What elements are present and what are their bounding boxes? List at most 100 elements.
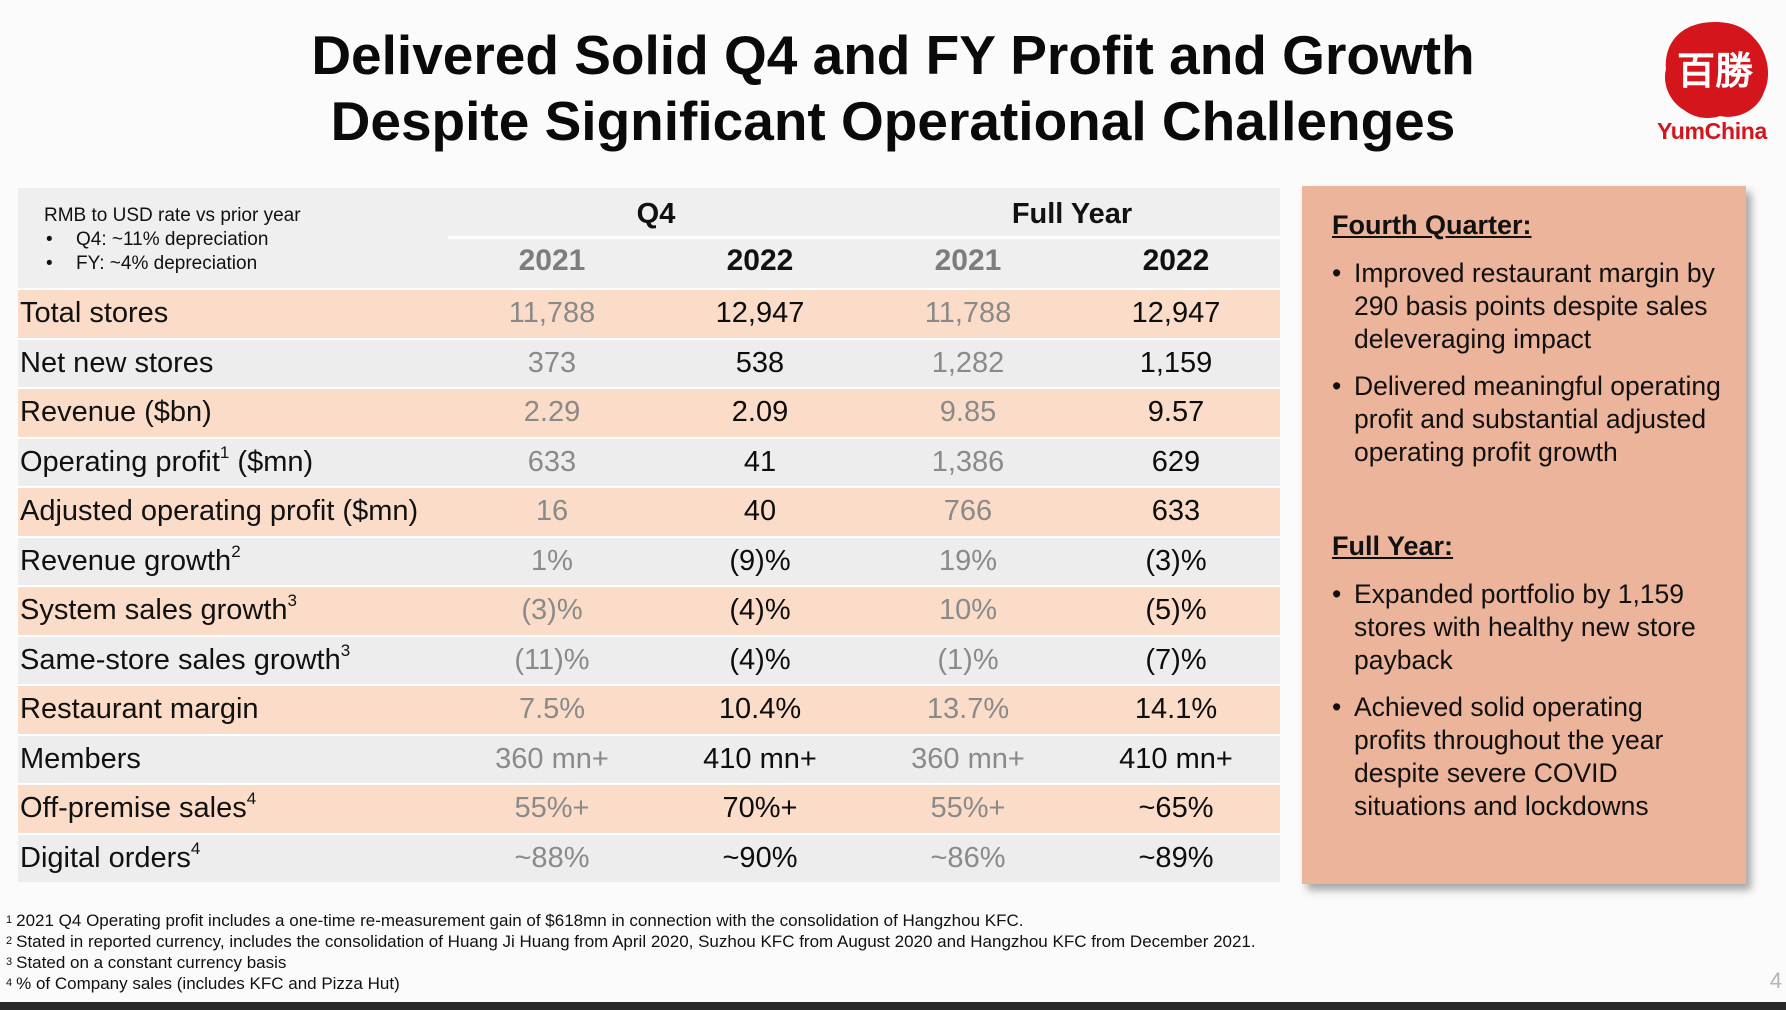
- table-cell: 10%: [938, 594, 998, 627]
- row-label: Digital orders4: [20, 838, 201, 874]
- title-line-1: Delivered Solid Q4 and FY Profit and Gro…: [311, 24, 1475, 86]
- metrics-table: RMB to USD rate vs prior year • Q4: ~11% …: [18, 188, 1280, 882]
- table-cell: 12,947: [715, 297, 805, 330]
- table-row: System sales growth3 (3)% (4)% 10% (5)%: [18, 585, 1280, 635]
- table-header: RMB to USD rate vs prior year • Q4: ~11% …: [18, 188, 1280, 288]
- fy-bullets: • Expanded portfolio by 1,159 stores with…: [1332, 578, 1722, 823]
- table-cell: 10.4%: [718, 693, 802, 726]
- table-cell: 70%+: [722, 792, 798, 825]
- q4-heading: Fourth Quarter:: [1332, 210, 1532, 240]
- table-cell: 629: [1151, 445, 1201, 478]
- table-row: Restaurant margin 7.5% 10.4% 13.7% 14.1%: [18, 684, 1280, 734]
- rate-note: RMB to USD rate vs prior year • Q4: ~11% …: [44, 204, 301, 276]
- table-cell: 55%+: [930, 792, 1006, 825]
- table-cell: 11,788: [508, 297, 596, 330]
- footnote: 3 Stated on a constant currency basis: [6, 953, 287, 972]
- table-cell: (4)%: [729, 594, 791, 627]
- table-row: Operating profit1 ($mn) 633 41 1,386 629: [18, 436, 1280, 486]
- table-cell: (1)%: [937, 643, 999, 676]
- table-cell: 40: [743, 495, 777, 528]
- table-cell: 14.1%: [1134, 693, 1218, 726]
- table-cell: ~65%: [1138, 792, 1214, 825]
- table-cell: 410 mn+: [1119, 742, 1233, 775]
- table-cell: (3)%: [1145, 544, 1207, 577]
- table-cell: 410 mn+: [703, 742, 817, 775]
- rate-note-heading: RMB to USD rate vs prior year: [44, 205, 301, 226]
- year-header: 2022: [1142, 244, 1210, 277]
- table-cell: ~90%: [722, 841, 798, 874]
- footnotes: 1 2021 Q4 Operating profit includes a one…: [6, 910, 1256, 994]
- row-label: Restaurant margin: [20, 693, 259, 726]
- table-row: Revenue growth2 1% (9)% 19% (3)%: [18, 535, 1280, 585]
- bottom-bar: [0, 1002, 1786, 1010]
- page-number: 4: [1769, 968, 1782, 993]
- table-row: Net new stores 373 538 1,282 1,159: [18, 337, 1280, 387]
- table-cell: ~89%: [1138, 841, 1214, 874]
- row-label: Same-store sales growth3: [20, 640, 351, 676]
- summary-panel: Fourth Quarter: • Improved restaurant mar…: [1302, 186, 1746, 884]
- table-cell: 2.09: [731, 396, 789, 429]
- fy-bullet: • Expanded portfolio by 1,159 stores with…: [1332, 579, 1696, 675]
- table-cell: 11,788: [924, 297, 1012, 330]
- table-cell: 1,282: [931, 346, 1005, 379]
- table-cell: 373: [527, 346, 577, 379]
- year-header: 2021: [934, 244, 1002, 277]
- table-row: Total stores 11,788 12,947 11,788 12,947: [18, 288, 1280, 338]
- table-cell: (9)%: [729, 544, 791, 577]
- table-cell: (7)%: [1145, 643, 1207, 676]
- table-cell: 13.7%: [926, 693, 1010, 726]
- table-cell: 16: [535, 495, 569, 528]
- table-cell: 9.57: [1147, 396, 1205, 429]
- table-cell: 2.29: [523, 396, 581, 429]
- row-label: System sales growth3: [20, 591, 298, 627]
- row-label: Off-premise sales4: [20, 789, 257, 825]
- table-cell: ~88%: [514, 841, 590, 874]
- table-row: Off-premise sales4 55%+ 70%+ 55%+ ~65%: [18, 783, 1280, 833]
- table-cell: 766: [943, 495, 993, 528]
- table-cell: 41: [743, 445, 777, 478]
- fy-bullet: • Achieved solid operating profits throug…: [1332, 692, 1664, 821]
- row-label: Net new stores: [20, 346, 214, 379]
- table-cell: (5)%: [1145, 594, 1207, 627]
- year-header: 2022: [726, 244, 794, 277]
- table-cell: 1,386: [931, 445, 1005, 478]
- slide-title: Delivered Solid Q4 and FY Profit and Gro…: [0, 22, 1786, 154]
- year-header: 2021: [518, 244, 586, 277]
- group-header-q4: Q4: [636, 198, 676, 230]
- rate-note-bullet: • FY: ~4% depreciation: [46, 253, 258, 274]
- row-label: Operating profit1 ($mn): [20, 442, 314, 478]
- table-body: Total stores 11,788 12,947 11,788 12,947 Net …: [18, 288, 1280, 882]
- footnote: 4% of Company sales (includes KFC and Pi…: [6, 974, 400, 993]
- table-cell: 1%: [531, 544, 573, 577]
- table-cell: 1,159: [1139, 346, 1213, 379]
- table-cell: 538: [735, 346, 785, 379]
- row-label: Members: [20, 742, 141, 775]
- yum-china-logo-icon: 百勝: [1664, 22, 1769, 118]
- footnote: 2 Stated in reported currency, includes t…: [6, 932, 1256, 951]
- logo-mark: 百勝: [1677, 49, 1754, 93]
- table-cell: ~86%: [930, 841, 1006, 874]
- footnote: 1 2021 Q4 Operating profit includes a one…: [6, 911, 1024, 930]
- table-cell: (11)%: [514, 643, 590, 676]
- table-row: Digital orders4 ~88% ~90% ~86% ~89%: [18, 832, 1280, 882]
- table-cell: 12,947: [1131, 297, 1221, 330]
- table-cell: 360 mn+: [495, 742, 609, 775]
- table-cell: 55%+: [514, 792, 590, 825]
- rate-note-bullet: • Q4: ~11% depreciation: [46, 229, 269, 250]
- table-cell: 9.85: [939, 396, 997, 429]
- logo-text: YumChina: [1656, 118, 1768, 144]
- table-cell: (3)%: [521, 594, 583, 627]
- row-label: Adjusted operating profit ($mn): [20, 495, 419, 528]
- table-cell: 19%: [938, 544, 998, 577]
- q4-bullet: • Delivered meaningful operating profit a…: [1332, 371, 1721, 467]
- table-row: Adjusted operating profit ($mn) 16 40 766 63…: [18, 486, 1280, 536]
- table-row: Same-store sales growth3 (11)% (4)% (1)% (7)…: [18, 634, 1280, 684]
- table-row: Members 360 mn+ 410 mn+ 360 mn+ 410 mn+: [18, 733, 1280, 783]
- table-cell: 633: [527, 445, 577, 478]
- q4-bullet: • Improved restaurant margin by 290 basis…: [1332, 258, 1715, 354]
- q4-bullets: • Improved restaurant margin by 290 basis…: [1332, 257, 1722, 469]
- row-label: Revenue growth2: [20, 541, 241, 577]
- title-line-2: Despite Significant Operational Challeng…: [330, 90, 1456, 152]
- group-divider: [448, 236, 1280, 239]
- table-cell: 360 mn+: [911, 742, 1025, 775]
